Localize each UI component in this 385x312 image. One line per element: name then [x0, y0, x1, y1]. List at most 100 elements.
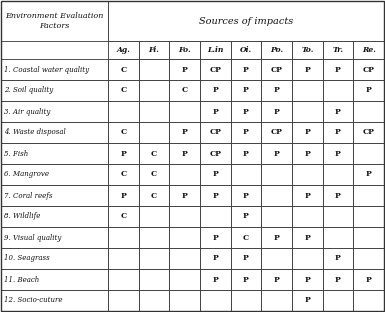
Text: P: P — [182, 192, 187, 199]
Bar — [353, 80, 384, 101]
Text: P: P — [243, 66, 249, 74]
Bar — [231, 80, 261, 101]
Bar — [261, 206, 292, 227]
Text: P: P — [366, 170, 372, 178]
Bar — [200, 59, 231, 80]
Text: 2. Soil quality: 2. Soil quality — [4, 86, 53, 95]
Bar — [200, 41, 231, 59]
Bar — [169, 290, 200, 311]
Bar — [139, 206, 169, 227]
Bar — [200, 269, 231, 290]
Bar — [200, 206, 231, 227]
Text: C: C — [120, 212, 126, 221]
Bar — [108, 248, 139, 269]
Bar — [292, 41, 323, 59]
Text: P: P — [335, 255, 341, 262]
Text: Re.: Re. — [362, 46, 376, 54]
Bar — [323, 59, 353, 80]
Text: 6. Mangrove: 6. Mangrove — [4, 170, 49, 178]
Bar — [231, 164, 261, 185]
Bar — [139, 122, 169, 143]
Bar — [261, 59, 292, 80]
Bar — [1, 248, 108, 269]
Bar — [108, 206, 139, 227]
Bar — [139, 101, 169, 122]
Bar — [231, 41, 261, 59]
Bar — [169, 227, 200, 248]
Bar — [231, 227, 261, 248]
Bar — [1, 143, 108, 164]
Text: P: P — [305, 275, 310, 284]
Bar — [108, 290, 139, 311]
Text: CP: CP — [209, 129, 221, 137]
Bar — [292, 59, 323, 80]
Bar — [292, 290, 323, 311]
Text: 4. Waste disposal: 4. Waste disposal — [4, 129, 66, 137]
Bar — [200, 122, 231, 143]
Bar — [200, 248, 231, 269]
Text: 12. Socio-cuture: 12. Socio-cuture — [4, 296, 62, 305]
Bar — [1, 206, 108, 227]
Bar — [323, 164, 353, 185]
Text: P: P — [335, 129, 341, 137]
Bar — [292, 185, 323, 206]
Bar — [139, 59, 169, 80]
Text: P: P — [305, 296, 310, 305]
Bar — [231, 206, 261, 227]
Text: To.: To. — [301, 46, 313, 54]
Text: P: P — [274, 86, 280, 95]
Text: Tr.: Tr. — [333, 46, 343, 54]
Text: CP: CP — [271, 129, 283, 137]
Text: P: P — [274, 149, 280, 158]
Text: P: P — [243, 129, 249, 137]
Text: 1. Coastal water quality: 1. Coastal water quality — [4, 66, 89, 74]
Bar — [200, 164, 231, 185]
Text: P: P — [243, 108, 249, 115]
Bar — [231, 248, 261, 269]
Text: 8. Wildlife: 8. Wildlife — [4, 212, 40, 221]
Bar — [231, 59, 261, 80]
Bar — [139, 227, 169, 248]
Bar — [323, 290, 353, 311]
Bar — [169, 101, 200, 122]
Bar — [323, 248, 353, 269]
Text: Oi.: Oi. — [240, 46, 252, 54]
Text: Factors: Factors — [39, 22, 70, 30]
Bar — [1, 1, 108, 41]
Text: Ag.: Ag. — [116, 46, 130, 54]
Bar — [139, 248, 169, 269]
Text: C: C — [182, 86, 188, 95]
Text: C: C — [151, 170, 157, 178]
Bar — [139, 41, 169, 59]
Bar — [1, 59, 108, 80]
Bar — [139, 164, 169, 185]
Text: P: P — [305, 66, 310, 74]
Bar — [200, 227, 231, 248]
Text: CP: CP — [209, 149, 221, 158]
Bar — [108, 164, 139, 185]
Text: P: P — [213, 108, 218, 115]
Text: CP: CP — [363, 129, 375, 137]
Text: P: P — [243, 255, 249, 262]
Text: P: P — [213, 192, 218, 199]
Bar — [139, 290, 169, 311]
Text: P: P — [182, 129, 187, 137]
Bar — [200, 143, 231, 164]
Bar — [1, 122, 108, 143]
Text: P: P — [305, 233, 310, 241]
Bar — [231, 122, 261, 143]
Bar — [261, 41, 292, 59]
Text: C: C — [120, 129, 126, 137]
Bar — [323, 101, 353, 122]
Bar — [292, 269, 323, 290]
Bar — [1, 290, 108, 311]
Bar — [323, 227, 353, 248]
Bar — [353, 101, 384, 122]
Text: 9. Visual quality: 9. Visual quality — [4, 233, 61, 241]
Bar — [261, 80, 292, 101]
Text: C: C — [151, 149, 157, 158]
Bar — [323, 206, 353, 227]
Text: P: P — [243, 212, 249, 221]
Bar — [108, 41, 139, 59]
Text: Sources of impacts: Sources of impacts — [199, 17, 293, 26]
